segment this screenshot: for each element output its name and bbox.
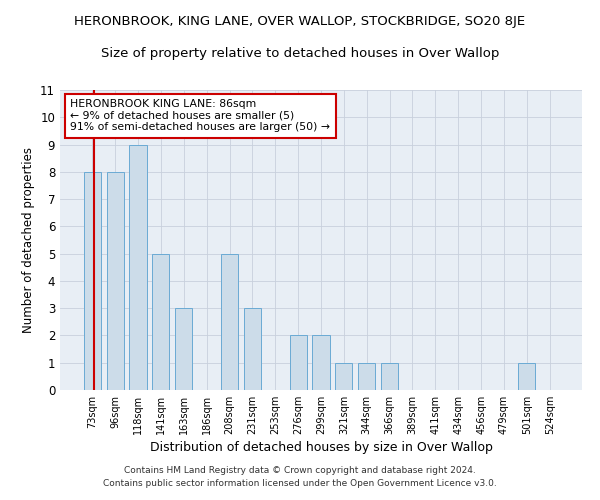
Bar <box>358 362 376 390</box>
Bar <box>107 172 124 390</box>
Bar <box>518 362 535 390</box>
Bar <box>84 172 101 390</box>
Y-axis label: Number of detached properties: Number of detached properties <box>22 147 35 333</box>
Text: HERONBROOK, KING LANE, OVER WALLOP, STOCKBRIDGE, SO20 8JE: HERONBROOK, KING LANE, OVER WALLOP, STOC… <box>74 15 526 28</box>
Bar <box>152 254 169 390</box>
Bar <box>381 362 398 390</box>
Text: Contains HM Land Registry data © Crown copyright and database right 2024.
Contai: Contains HM Land Registry data © Crown c… <box>103 466 497 487</box>
Bar <box>175 308 193 390</box>
Text: HERONBROOK KING LANE: 86sqm
← 9% of detached houses are smaller (5)
91% of semi-: HERONBROOK KING LANE: 86sqm ← 9% of deta… <box>70 99 331 132</box>
Bar <box>335 362 352 390</box>
Text: Size of property relative to detached houses in Over Wallop: Size of property relative to detached ho… <box>101 48 499 60</box>
Bar <box>313 336 329 390</box>
Bar <box>290 336 307 390</box>
Bar <box>130 144 146 390</box>
Bar <box>244 308 261 390</box>
X-axis label: Distribution of detached houses by size in Over Wallop: Distribution of detached houses by size … <box>149 441 493 454</box>
Bar <box>221 254 238 390</box>
